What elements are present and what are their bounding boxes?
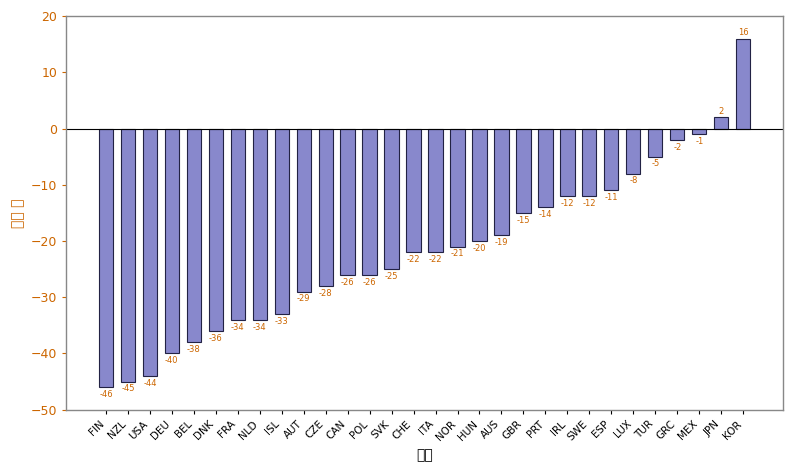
Bar	[98, 129, 113, 387]
Bar	[450, 129, 464, 246]
Bar	[429, 129, 443, 252]
Bar	[692, 129, 707, 134]
Bar	[121, 129, 135, 382]
Bar	[164, 129, 179, 353]
Text: -20: -20	[472, 244, 486, 253]
Text: -38: -38	[187, 345, 201, 354]
Bar	[582, 129, 596, 196]
Bar	[363, 129, 376, 275]
Text: -34: -34	[253, 323, 267, 332]
Bar	[714, 117, 728, 129]
Text: -45: -45	[121, 385, 135, 394]
Text: -8: -8	[629, 176, 638, 185]
Bar	[341, 129, 355, 275]
Bar	[736, 39, 750, 129]
Bar	[187, 129, 201, 342]
Bar	[472, 129, 487, 241]
Text: -22: -22	[407, 255, 420, 264]
Bar	[648, 129, 662, 157]
Bar	[516, 129, 530, 213]
Text: -21: -21	[451, 249, 464, 258]
Text: -19: -19	[495, 238, 508, 247]
Text: -33: -33	[275, 317, 288, 326]
Bar	[275, 129, 289, 314]
Bar	[252, 129, 267, 320]
Bar	[561, 129, 575, 196]
Bar	[296, 129, 310, 292]
Bar	[604, 129, 619, 191]
Text: -46: -46	[99, 390, 113, 399]
Bar	[143, 129, 157, 376]
Text: -11: -11	[604, 193, 618, 202]
Text: -26: -26	[341, 278, 354, 287]
Bar	[318, 129, 333, 286]
Bar	[626, 129, 641, 174]
Bar	[538, 129, 553, 207]
Text: -22: -22	[429, 255, 442, 264]
Text: 2: 2	[719, 106, 724, 115]
Text: 16: 16	[738, 28, 749, 37]
X-axis label: 국가: 국가	[416, 448, 433, 462]
Bar	[209, 129, 223, 331]
Bar	[230, 129, 245, 320]
Text: -12: -12	[561, 199, 574, 208]
Text: -5: -5	[651, 159, 659, 168]
Text: -25: -25	[385, 272, 399, 281]
Text: -1: -1	[695, 137, 703, 146]
Text: -44: -44	[143, 379, 156, 388]
Bar	[670, 129, 684, 140]
Bar	[384, 129, 399, 269]
Text: -2: -2	[673, 143, 681, 152]
Bar	[407, 129, 421, 252]
Y-axis label: 점수 차: 점수 차	[11, 198, 25, 228]
Text: -36: -36	[209, 334, 222, 343]
Text: -14: -14	[538, 210, 552, 219]
Text: -26: -26	[363, 278, 376, 287]
Bar	[495, 129, 509, 236]
Text: -15: -15	[517, 216, 530, 225]
Text: -29: -29	[297, 294, 310, 304]
Text: -34: -34	[231, 323, 245, 332]
Text: -12: -12	[583, 199, 596, 208]
Text: -40: -40	[165, 356, 179, 365]
Text: -28: -28	[319, 289, 333, 298]
